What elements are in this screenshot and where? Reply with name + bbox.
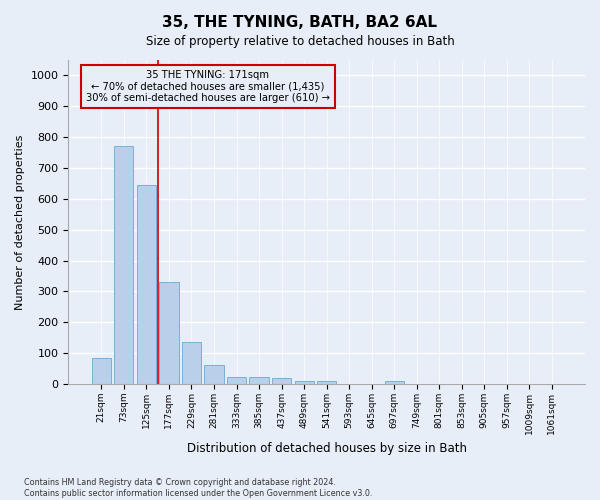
Bar [92,358,111,384]
Text: Size of property relative to detached houses in Bath: Size of property relative to detached ho… [146,35,454,48]
Bar [227,377,246,384]
Y-axis label: Number of detached properties: Number of detached properties [15,134,25,310]
X-axis label: Distribution of detached houses by size in Bath: Distribution of detached houses by size … [187,442,467,455]
Bar [137,185,156,384]
Bar [160,282,179,384]
Bar [272,378,291,384]
Text: Contains HM Land Registry data © Crown copyright and database right 2024.
Contai: Contains HM Land Registry data © Crown c… [24,478,373,498]
Text: 35 THE TYNING: 171sqm
← 70% of detached houses are smaller (1,435)
30% of semi-d: 35 THE TYNING: 171sqm ← 70% of detached … [86,70,330,103]
Bar [250,377,269,384]
Bar [182,342,201,384]
Bar [385,381,404,384]
Bar [317,381,336,384]
Bar [295,381,314,384]
Text: 35, THE TYNING, BATH, BA2 6AL: 35, THE TYNING, BATH, BA2 6AL [163,15,437,30]
Bar [114,146,133,384]
Bar [205,366,224,384]
